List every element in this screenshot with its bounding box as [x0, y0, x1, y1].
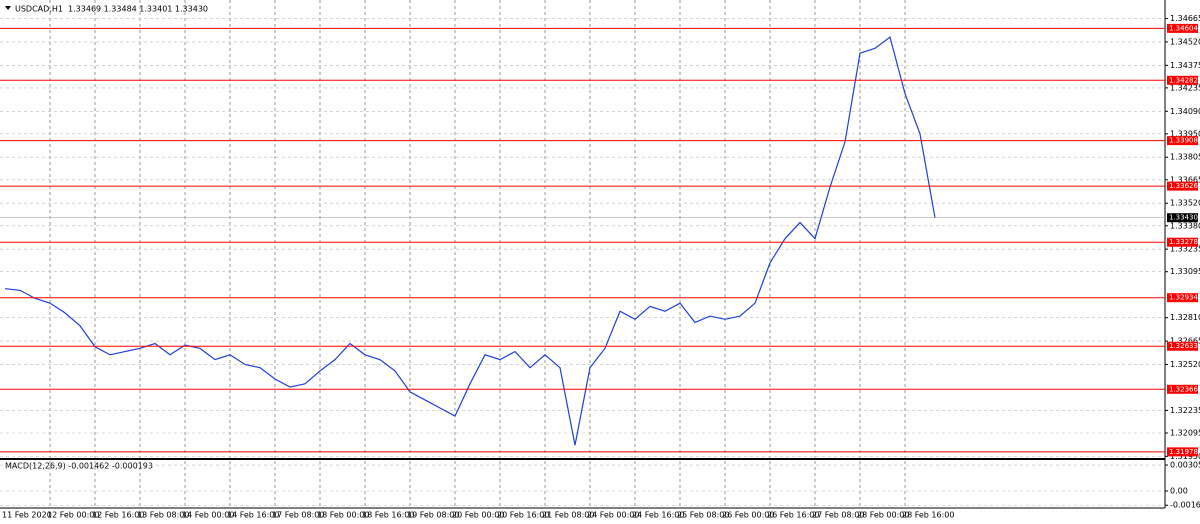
x-tick-label: 12 Feb 00:00: [47, 511, 99, 520]
y-tick-label: 1.34520: [1170, 37, 1200, 46]
y-tick-label: 1.34375: [1170, 61, 1200, 70]
level-label-box: [1167, 447, 1198, 457]
x-tick-label: 28 Feb 00:00: [857, 511, 909, 520]
price-line: [4, 36, 936, 446]
level-label-box: [1167, 23, 1198, 33]
level-label: 1.34282: [1169, 76, 1198, 84]
x-tick-label: 14 Feb 16:00: [227, 511, 279, 520]
x-tick-label: 27 Feb 08:00: [812, 511, 864, 520]
x-tick-label: 26 Feb 16:00: [767, 511, 819, 520]
last-price-box: [1167, 213, 1198, 223]
y-tick-label: 1.33520: [1170, 199, 1200, 208]
level-label-box: [1167, 293, 1198, 303]
y-tick-label: 1.32810: [1170, 313, 1200, 322]
y-tick-label: 1.34665: [1170, 14, 1200, 23]
level-label-box: [1167, 237, 1198, 247]
y-tick-label: 1.33095: [1170, 267, 1200, 276]
macd-label: MACD(12,26,9) -0.001462 -0.000193: [5, 462, 153, 471]
x-tick-label: 14 Feb 00:00: [182, 511, 234, 520]
y-tick-label: 1.32095: [1170, 429, 1200, 438]
x-tick-label: 20 Feb 00:00: [452, 511, 504, 520]
level-label: 1.32934: [1169, 294, 1198, 302]
level-label: 1.33278: [1169, 238, 1198, 246]
macd-tick-label: 0.00: [1170, 487, 1188, 496]
level-label: 1.32633: [1169, 342, 1198, 350]
level-label: 1.34604: [1169, 24, 1198, 32]
level-label: 1.31978: [1169, 448, 1198, 456]
y-tick-label: 1.32665: [1170, 337, 1200, 346]
y-tick-label: 1.32520: [1170, 360, 1200, 369]
y-tick-label: 1.34235: [1170, 83, 1200, 92]
y-tick-label: 1.34090: [1170, 107, 1200, 116]
y-tick-label: 1.33380: [1170, 221, 1200, 230]
x-tick-label: 19 Feb 08:00: [407, 511, 459, 520]
level-label-box: [1167, 341, 1198, 351]
x-tick-label: 13 Feb 08:00: [137, 511, 189, 520]
x-tick-label: 18 Feb 16:00: [362, 511, 414, 520]
y-tick-label: 1.31950: [1170, 452, 1200, 461]
x-tick-label: 28 Feb 16:00: [902, 511, 954, 520]
macd-tick-label: -0.001676: [1170, 501, 1200, 510]
y-tick-label: 1.33805: [1170, 153, 1200, 162]
x-tick-label: 17 Feb 08:00: [272, 511, 324, 520]
x-tick-label: 24 Feb 16:00: [632, 511, 684, 520]
x-tick-label: 25 Feb 08:00: [677, 511, 729, 520]
x-tick-label: 21 Feb 08:00: [542, 511, 594, 520]
x-tick-label: 24 Feb 00:00: [587, 511, 639, 520]
menu-arrow[interactable]: [5, 6, 11, 10]
chart-title: USDCAD,H1 1.33469 1.33484 1.33401 1.3343…: [15, 5, 208, 14]
y-tick-label: 1.32235: [1170, 406, 1200, 415]
x-tick-label: 20 Feb 16:00: [497, 511, 549, 520]
y-tick-label: 1.33235: [1170, 245, 1200, 254]
level-label-box: [1167, 136, 1198, 146]
x-tick-label: 18 Feb 00:00: [317, 511, 369, 520]
level-label: 1.32366: [1169, 385, 1198, 393]
x-tick-label: 12 Feb 16:00: [92, 511, 144, 520]
x-tick-label: 26 Feb 00:00: [722, 511, 774, 520]
level-label: 1.33908: [1169, 137, 1198, 145]
level-label-box: [1167, 384, 1198, 394]
level-label-box: [1167, 75, 1198, 85]
level-label: 1.33626: [1169, 182, 1198, 190]
y-tick-label: 1.33665: [1170, 175, 1200, 184]
level-label-box: [1167, 181, 1198, 191]
macd-tick-label: 0.003057: [1170, 461, 1200, 470]
y-tick-label: 1.33950: [1170, 129, 1200, 138]
last-price-label: 1.33430: [1169, 214, 1198, 222]
x-tick-label: 11 Feb 2020: [2, 511, 52, 520]
